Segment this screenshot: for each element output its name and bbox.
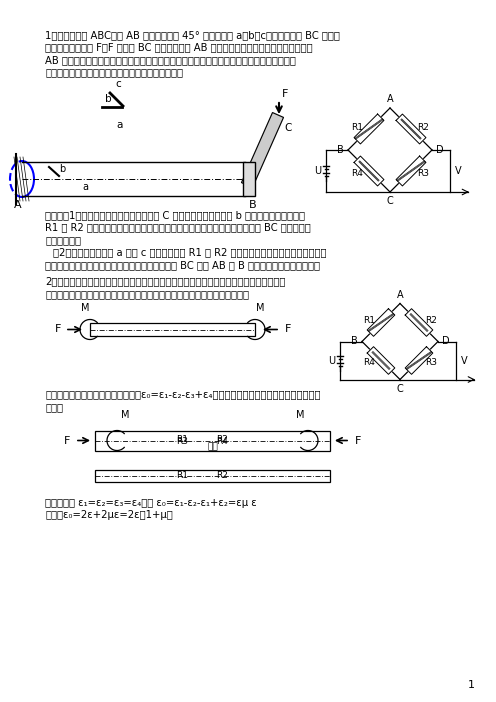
Text: 垂直方向的集中力 F（F 可以沿 BC 杆移动），杆 AB 段发生弯扭组合变形，为了分别测出杆: 垂直方向的集中力 F（F 可以沿 BC 杆移动），杆 AB 段发生弯扭组合变形，… <box>45 43 312 53</box>
Text: 接桥方式并给出一种简单实验方法证明接桥正确性。: 接桥方式并给出一种简单实验方法证明接桥正确性。 <box>45 67 183 77</box>
Text: （2）消弯测扭，利用 a 片和 c 片（分别接在 R1 和 R2 的位置）实现半桥互补测量，可以测: （2）消弯测扭，利用 a 片和 c 片（分别接在 R1 和 R2 的位置）实现半… <box>53 248 326 258</box>
Text: R1: R1 <box>363 316 375 325</box>
Text: 出应该不变。: 出应该不变。 <box>45 235 81 245</box>
Text: B: B <box>351 336 358 347</box>
Text: M: M <box>81 303 89 313</box>
Text: 1: 1 <box>468 680 475 690</box>
Text: F: F <box>55 324 61 334</box>
Text: b: b <box>105 94 112 104</box>
Text: R2: R2 <box>217 435 229 444</box>
Text: R3: R3 <box>177 437 188 446</box>
Text: D: D <box>436 145 443 155</box>
Text: c: c <box>115 79 121 89</box>
Text: F: F <box>64 435 70 446</box>
Text: 前视: 前视 <box>207 442 218 451</box>
Text: 量扭转应起的应变，有效性试验方法是：将外力沿 BC 移至 AB 杆 B 端定点此时仪器输出为零。: 量扭转应起的应变，有效性试验方法是：将外力沿 BC 移至 AB 杆 B 端定点此… <box>45 260 320 270</box>
Text: R3: R3 <box>417 168 429 178</box>
Text: AB 段的扭转应变和弯曲应变（分别消弯側扭和消扭测弯），指出分别消弯側扭和消扭测弯的: AB 段的扭转应变和弯曲应变（分别消弯側扭和消扭测弯），指出分别消弯側扭和消扭测… <box>45 55 296 65</box>
Polygon shape <box>405 309 433 336</box>
Text: 答案：按下图方式贴片和接桥，根据ε₀=ε₁-ε₂-ε₃+ε₄，对桥臂的弯曲应变被抗消，而拉伸应变: 答案：按下图方式贴片和接桥，根据ε₀=ε₁-ε₂-ε₃+ε₄，对桥臂的弯曲应变被… <box>45 390 320 399</box>
Bar <box>90 323 255 336</box>
Text: B: B <box>249 200 256 210</box>
Text: R4: R4 <box>363 358 375 367</box>
Text: A: A <box>14 200 22 210</box>
Text: R2: R2 <box>417 123 429 131</box>
Polygon shape <box>396 114 426 144</box>
Text: M: M <box>256 303 264 313</box>
Text: R1: R1 <box>177 435 188 444</box>
Bar <box>95 470 330 482</box>
Text: C: C <box>397 383 403 394</box>
Text: R4: R4 <box>217 437 229 446</box>
Text: b: b <box>59 164 65 174</box>
Text: R2: R2 <box>217 471 229 480</box>
Text: C: C <box>386 196 393 206</box>
Text: 变，采用全桥的方式测量，试确定贴片方案，推导出结果并画出桥路接线图。: 变，采用全桥的方式测量，试确定贴片方案，推导出结果并画出桥路接线图。 <box>45 289 249 299</box>
Text: V: V <box>455 166 462 176</box>
Polygon shape <box>367 309 395 336</box>
Text: F: F <box>282 89 288 99</box>
Polygon shape <box>396 156 426 186</box>
Text: 令，拉伸时 ε₁=ε₂=ε₃=ε₄，则 ε₀=ε₁-ε₂-ε₁+ε₂=εμ ε: 令，拉伸时 ε₁=ε₂=ε₃=ε₄，则 ε₀=ε₁-ε₂-ε₁+ε₂=εμ ε <box>45 498 257 508</box>
Text: A: A <box>387 94 393 104</box>
Text: a: a <box>82 182 88 192</box>
Text: D: D <box>442 336 450 347</box>
Text: C: C <box>284 123 291 133</box>
Text: R1: R1 <box>351 123 363 131</box>
Text: 叠加。: 叠加。 <box>45 402 63 412</box>
Text: 所以，ε₀=2ε+2με=2ε（1+μ）: 所以，ε₀=2ε+2με=2ε（1+μ） <box>45 510 173 520</box>
Text: 1．圆截面折杆 ABC，在 AB 段上交叉贴有 45° 电际应变花 a、b、c，如图，折杆 BC 作用有: 1．圆截面折杆 ABC，在 AB 段上交叉贴有 45° 电际应变花 a、b、c，… <box>45 30 340 40</box>
Text: R1: R1 <box>177 471 188 480</box>
Polygon shape <box>354 114 384 144</box>
Polygon shape <box>367 347 395 374</box>
Polygon shape <box>242 112 284 187</box>
Text: F: F <box>285 324 291 334</box>
Text: a: a <box>117 120 123 130</box>
Text: R3: R3 <box>425 358 437 367</box>
Text: 答案：（1）消扭测弯，在不受力的自由端 C 贴一温度补偿片，利用 b 片和补偿片（分别接在: 答案：（1）消扭测弯，在不受力的自由端 C 贴一温度补偿片，利用 b 片和补偿片… <box>45 210 305 220</box>
Text: M: M <box>296 411 304 420</box>
Bar <box>95 430 330 451</box>
Text: V: V <box>461 355 468 366</box>
Text: M: M <box>121 411 129 420</box>
Polygon shape <box>354 156 384 186</box>
Text: R4: R4 <box>351 168 363 178</box>
Text: A: A <box>397 289 403 300</box>
Bar <box>243 162 255 196</box>
Text: F: F <box>355 435 361 446</box>
Polygon shape <box>405 347 433 374</box>
Text: U: U <box>328 355 335 366</box>
Text: B: B <box>337 145 344 155</box>
Text: R2: R2 <box>425 316 437 325</box>
Text: 2．一杆同时受轴向拉力和弯矩的作用，欲消除弯矩产生的应变，只测出轴向拉力产生的应: 2．一杆同时受轴向拉力和弯矩的作用，欲消除弯矩产生的应变，只测出轴向拉力产生的应 <box>45 277 285 286</box>
Text: U: U <box>314 166 321 176</box>
Text: R1 和 R2 的位置）可以测量弯曲应起的应变，有效性试验方法是：将外力沿 BC 移动仪器输: R1 和 R2 的位置）可以测量弯曲应起的应变，有效性试验方法是：将外力沿 BC… <box>45 223 311 232</box>
